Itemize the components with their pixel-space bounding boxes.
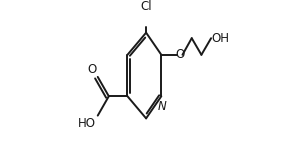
Text: O: O [175,48,185,61]
Text: N: N [158,100,166,113]
Text: HO: HO [78,117,96,130]
Text: OH: OH [212,32,230,45]
Text: O: O [87,62,96,75]
Text: Cl: Cl [140,0,152,13]
